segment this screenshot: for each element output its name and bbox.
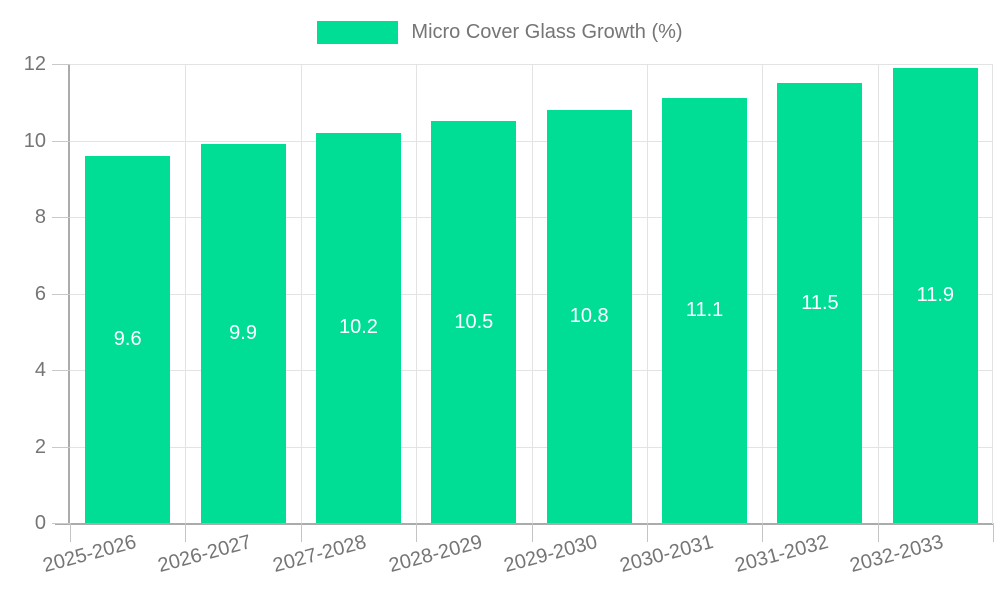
bar-value-label: 11.9 bbox=[916, 283, 955, 306]
bar-value-label: 11.5 bbox=[801, 291, 839, 314]
bar: 11.5 bbox=[777, 83, 863, 523]
y-tick-label: 4 bbox=[34, 359, 46, 381]
y-tick-label: 8 bbox=[34, 206, 46, 228]
bar-value-label: 9.9 bbox=[229, 322, 257, 345]
x-tick-mark bbox=[416, 523, 418, 542]
x-axis-line bbox=[55, 523, 993, 525]
x-tick-mark bbox=[531, 523, 533, 542]
x-tick-mark bbox=[993, 523, 994, 542]
legend-swatch bbox=[317, 20, 399, 44]
y-tick-label: 0 bbox=[34, 512, 46, 534]
y-tick-mark bbox=[52, 64, 70, 65]
bar: 11.1 bbox=[662, 98, 748, 523]
y-tick-mark bbox=[52, 523, 70, 524]
v-gridline bbox=[531, 64, 533, 523]
v-gridline bbox=[646, 64, 648, 523]
bar-value-label: 10.8 bbox=[569, 304, 609, 327]
y-tick-mark bbox=[52, 217, 70, 218]
y-tick-mark bbox=[52, 446, 70, 448]
v-gridline bbox=[762, 64, 764, 523]
bar: 10.5 bbox=[431, 121, 517, 523]
x-tick-mark bbox=[70, 523, 71, 542]
y-axis-line bbox=[68, 64, 70, 525]
v-gridline bbox=[300, 64, 302, 523]
y-tick-label: 12 bbox=[23, 53, 46, 75]
y-tick-label: 10 bbox=[23, 129, 46, 152]
x-tick-mark bbox=[646, 523, 648, 542]
y-tick-label: 6 bbox=[34, 282, 46, 305]
x-tick-mark bbox=[762, 523, 764, 542]
bar-value-label: 10.2 bbox=[338, 316, 378, 339]
bar: 10.2 bbox=[315, 132, 401, 523]
bar-value-label: 10.5 bbox=[454, 310, 494, 333]
y-tick-label: 2 bbox=[34, 435, 46, 458]
bar: 9.9 bbox=[200, 144, 286, 523]
y-tick-mark bbox=[52, 370, 70, 371]
bar-value-label: 11.1 bbox=[685, 299, 724, 322]
chart-legend: Micro Cover Glass Growth (%) bbox=[0, 12, 1000, 52]
y-tick-mark bbox=[52, 293, 70, 295]
x-tick-mark bbox=[877, 523, 879, 542]
bar: 10.8 bbox=[546, 109, 632, 523]
v-gridline bbox=[416, 64, 418, 523]
x-tick-mark bbox=[185, 523, 187, 542]
v-gridline bbox=[877, 64, 879, 523]
v-gridline bbox=[185, 64, 187, 523]
bar: 9.6 bbox=[85, 155, 171, 523]
x-tick-mark bbox=[300, 523, 302, 542]
bar-value-label: 9.6 bbox=[113, 327, 142, 350]
legend-item[interactable]: Micro Cover Glass Growth (%) bbox=[317, 20, 683, 44]
legend-label: Micro Cover Glass Growth (%) bbox=[411, 20, 683, 43]
y-tick-mark bbox=[52, 140, 70, 142]
bar: 11.9 bbox=[892, 67, 978, 523]
